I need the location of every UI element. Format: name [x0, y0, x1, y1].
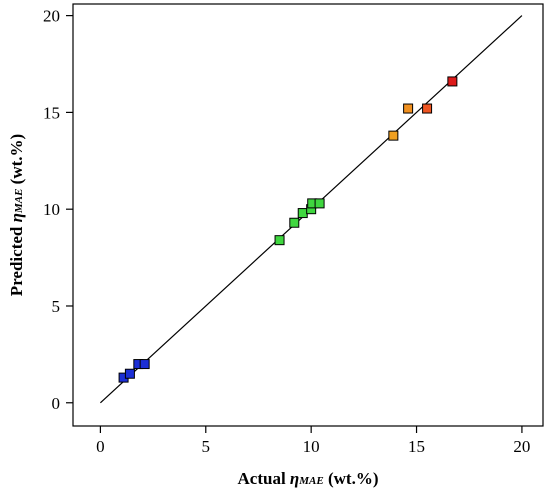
y-axis-ticks: 0 5 10 15 20 [43, 7, 73, 413]
y-tick-label: 10 [43, 200, 60, 219]
data-point [447, 76, 458, 87]
y-tick-label: 5 [52, 297, 61, 316]
data-point [403, 103, 414, 114]
x-tick-label: 0 [96, 437, 105, 456]
x-axis-title: Actual ηMAE (wt.%) [238, 469, 379, 488]
x-tick-label: 10 [303, 437, 320, 456]
data-point [422, 103, 433, 114]
x-tick-label: 20 [513, 437, 530, 456]
y-tick-label: 15 [43, 103, 60, 122]
y-tick-label: 20 [43, 7, 60, 26]
x-axis-ticks: 0 5 10 15 20 [96, 426, 530, 456]
data-point [289, 217, 300, 228]
y-axis-title: Predicted ηMAE (wt.%) [7, 134, 26, 296]
data-point [124, 368, 135, 379]
data-point [388, 130, 399, 141]
plot-frame [72, 3, 544, 427]
data-point [274, 235, 285, 246]
x-tick-label: 15 [408, 437, 425, 456]
x-tick-label: 5 [202, 437, 211, 456]
y-tick-label: 0 [52, 394, 61, 413]
data-point [297, 208, 308, 219]
data-points [118, 76, 458, 383]
data-point [314, 198, 325, 209]
data-point [139, 359, 150, 370]
